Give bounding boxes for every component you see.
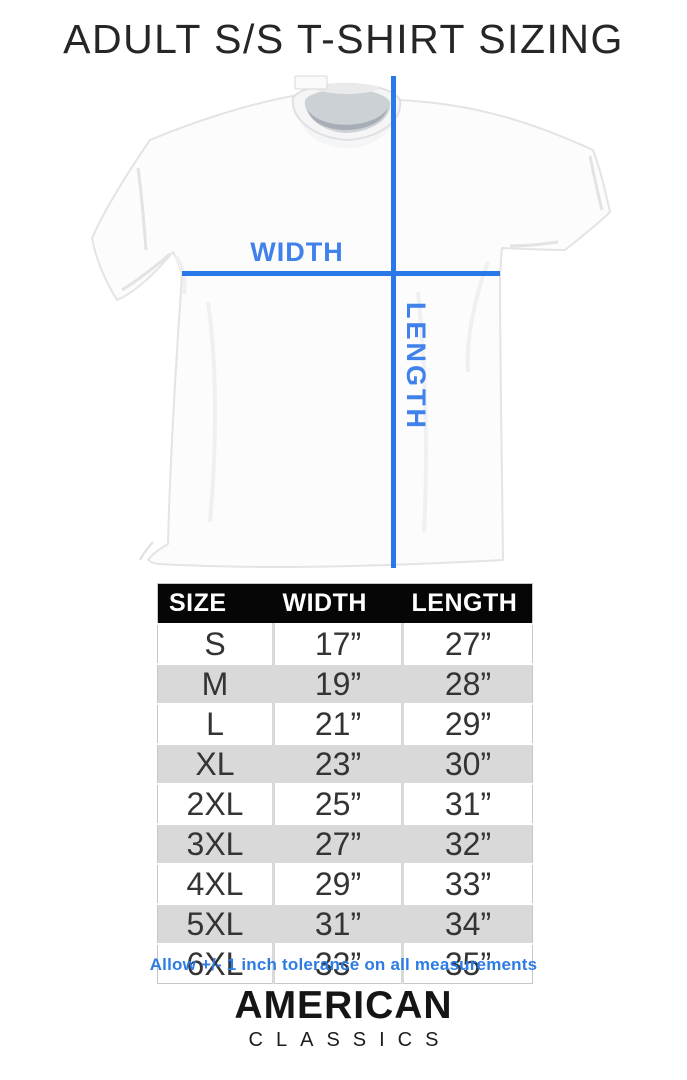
chest-shading: [298, 116, 396, 149]
table-cell: 30”: [401, 743, 533, 784]
neck-tag: [294, 75, 328, 90]
header-row: SIZE WIDTH LENGTH: [157, 583, 533, 624]
table-cell: 23”: [272, 743, 403, 784]
table-row: 6XL 33” 35”: [157, 943, 533, 984]
table-cell: 33”: [401, 863, 533, 904]
table-row: 2XL 25” 31”: [157, 783, 533, 824]
table-cell: 25”: [272, 783, 403, 824]
table-cell: 31”: [272, 903, 403, 944]
table-cell: 5XL: [157, 903, 274, 944]
table-cell: 27”: [401, 623, 533, 664]
tshirt-body: [91, 83, 611, 568]
table-cell: 29”: [401, 703, 533, 744]
table-cell: L: [157, 703, 274, 744]
table-cell: 27”: [272, 823, 403, 864]
length-label: LENGTH: [401, 302, 431, 431]
table-cell: M: [157, 663, 274, 704]
table-row: M 19” 28”: [157, 663, 533, 704]
table-cell: 3XL: [157, 823, 274, 864]
page-title: ADULT S/S T-SHIRT SIZING: [63, 16, 624, 62]
size-table: SIZE WIDTH LENGTH S 17” 27” M 19” 28” L 21” 29” X…: [157, 583, 533, 984]
table-cell: 19”: [272, 663, 403, 704]
table-cell: 6XL: [157, 943, 274, 984]
table-cell: 32”: [401, 823, 533, 864]
table-cell: 28”: [401, 663, 533, 704]
width-measure-line: [182, 271, 500, 276]
tshirt-collar: [291, 75, 402, 142]
column-header-size: SIZE: [157, 583, 274, 624]
table-cell: XL: [157, 743, 274, 784]
table-row: 3XL 27” 32”: [157, 823, 533, 864]
hem-fold-line: [139, 541, 154, 561]
brand-name-secondary: CLASSICS: [248, 1029, 452, 1051]
brand-name-primary: AMERICAN: [234, 984, 453, 1027]
table-cell: 31”: [401, 783, 533, 824]
brand-logo: AMERICAN CLASSICS: [0, 986, 687, 1052]
column-header-width: WIDTH: [273, 583, 403, 624]
table-row: XL 23” 30”: [157, 743, 533, 784]
table-cell: 21”: [272, 703, 403, 744]
table-cell: 33”: [272, 943, 403, 984]
width-label: WIDTH: [250, 237, 344, 267]
sleeve-cuff-lines: [121, 155, 604, 292]
table-cell: 29”: [272, 863, 403, 904]
size-table-body: S 17” 27” M 19” 28” L 21” 29” XL 23” 30” 2XL 25” 31” 3X…: [157, 623, 533, 984]
tshirt-illustration: [58, 72, 638, 577]
table-cell: 35”: [401, 943, 533, 984]
table-cell: 17”: [272, 623, 403, 664]
table-row: L 21” 29”: [157, 703, 533, 744]
table-row: 5XL 31” 34”: [157, 903, 533, 944]
length-measure-line: [391, 76, 396, 568]
tolerance-note: Allow +/- 1 inch tolerance on all measur…: [149, 955, 538, 974]
table-cell: 4XL: [157, 863, 274, 904]
column-header-length: LENGTH: [402, 583, 533, 624]
size-table-header: SIZE WIDTH LENGTH: [157, 583, 533, 624]
table-row: 4XL 29” 33”: [157, 863, 533, 904]
table-cell: S: [157, 623, 274, 664]
table-cell: 2XL: [157, 783, 274, 824]
tshirt-svg: [91, 75, 611, 568]
table-cell: 34”: [401, 903, 533, 944]
table-row: S 17” 27”: [157, 623, 533, 664]
